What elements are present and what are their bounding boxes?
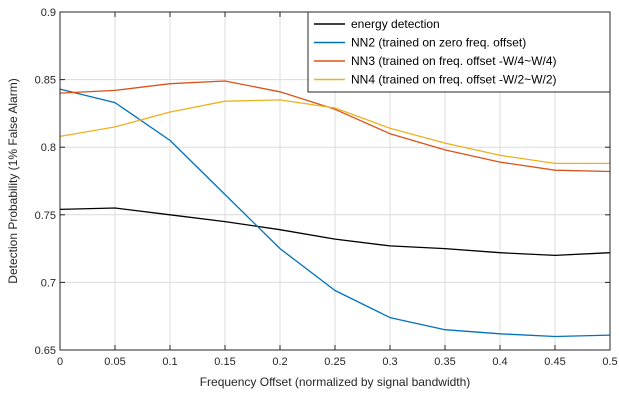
series-line-1: [59, 207, 611, 257]
series-line-2: [59, 88, 611, 338]
y-tick-label: 0.9: [41, 7, 56, 19]
series-line-4: [59, 99, 610, 165]
x-tick-label: 0.5: [602, 356, 617, 368]
x-tick-label: 0.05: [104, 356, 125, 368]
x-tick-label: 0: [57, 356, 63, 368]
series-lines: [59, 80, 611, 338]
x-tick-label: 0.3: [382, 356, 397, 368]
series-line-3: [59, 80, 611, 173]
x-tick-label: 0.15: [214, 356, 235, 368]
x-tick-label: 0.25: [324, 356, 345, 368]
legend: energy detection NN2 (trained on zero fre…: [307, 11, 611, 93]
legend-label: NN2 (trained on zero freq. offset): [351, 36, 526, 50]
x-tick-label: 0.2: [272, 356, 287, 368]
y-tick-label: 0.7: [41, 277, 56, 289]
y-tick-label: 0.75: [35, 210, 56, 222]
y-tick-labels: 0.65 0.7 0.75 0.8 0.85 0.9: [35, 7, 56, 357]
y-tick-label: 0.8: [41, 142, 56, 154]
legend-label: NN3 (trained on freq. offset -W/4~W/4): [351, 54, 557, 68]
x-tick-label: 0.4: [492, 356, 507, 368]
x-tick-label: 0.35: [434, 356, 455, 368]
y-axis-label: Detection Probability (1% False Alarm): [6, 78, 20, 283]
y-tick-label: 0.65: [35, 345, 56, 357]
x-axis-label: Frequency Offset (normalized by signal b…: [200, 375, 471, 389]
y-tick-label: 0.85: [35, 75, 56, 87]
x-tick-label: 0.1: [162, 356, 177, 368]
x-tick-label: 0.45: [544, 356, 565, 368]
legend-label: NN4 (trained on freq. offset -W/2~W/2): [351, 73, 557, 87]
x-tick-labels: 0 0.05 0.1 0.15 0.2 0.25 0.3 0.35 0.4 0.45 0.5: [57, 356, 618, 368]
legend-label: energy detection: [351, 17, 440, 31]
legend-box: [307, 11, 611, 93]
